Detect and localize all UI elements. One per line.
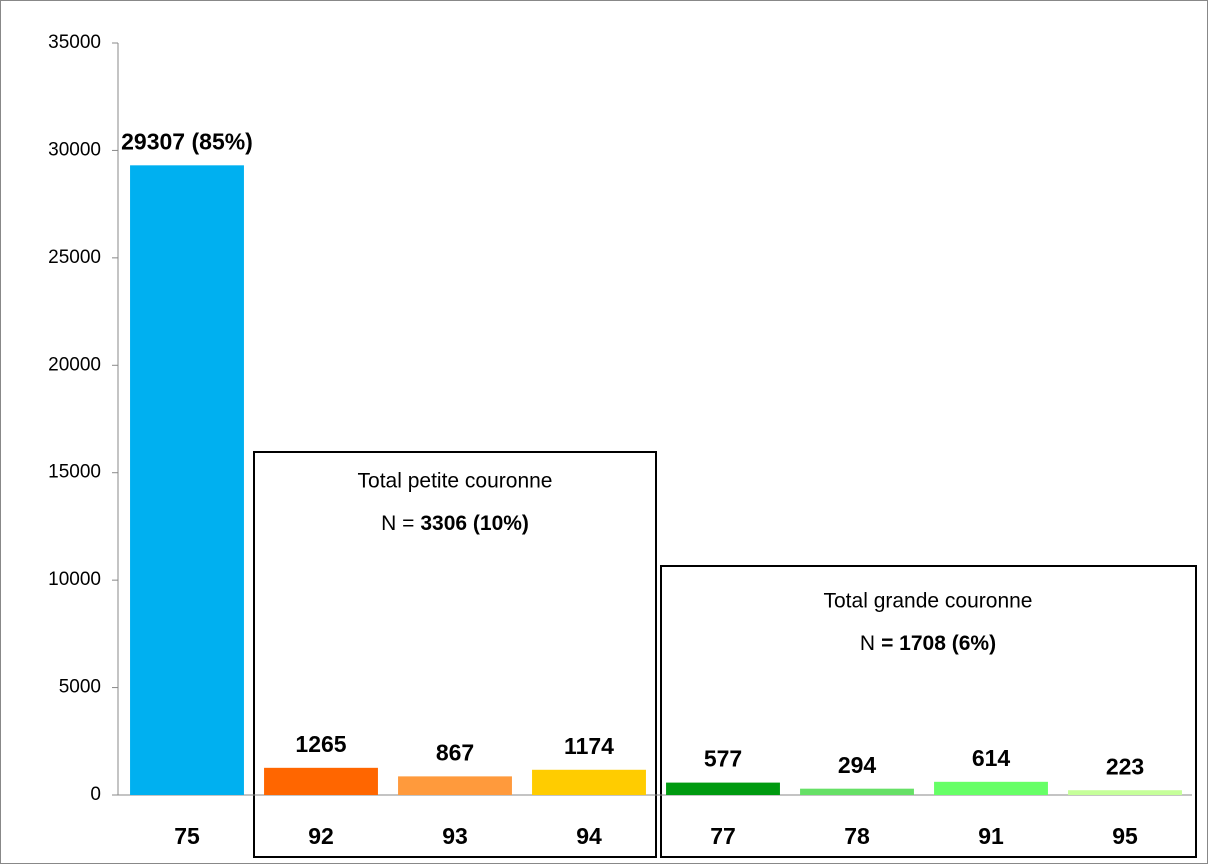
y-tick-label: 20000 [48, 354, 101, 375]
bar [800, 788, 914, 795]
data-label: 614 [972, 745, 1011, 771]
data-label: 1265 [295, 731, 346, 757]
bar [666, 782, 780, 795]
x-tick-label: 93 [442, 823, 468, 849]
y-tick-label: 35000 [48, 32, 101, 53]
group-box [253, 451, 657, 858]
bar [1068, 790, 1182, 795]
bar [398, 776, 512, 795]
y-tick-label: 30000 [48, 139, 101, 160]
group-box [660, 565, 1197, 858]
x-tick-label: 92 [308, 823, 334, 849]
y-tick-label: 10000 [48, 569, 101, 590]
annotation-value: 3306 (10%) [420, 512, 529, 535]
annotation-title: Total grande couronne [824, 590, 1033, 613]
annotation-total: N = 1708 (6%) [860, 632, 996, 655]
bar [264, 767, 378, 795]
x-tick-label: 91 [978, 823, 1004, 849]
y-tick-label: 0 [90, 784, 101, 805]
data-label: 294 [838, 752, 877, 778]
x-tick-label: 95 [1112, 823, 1138, 849]
annotation-total: N = 3306 (10%) [381, 512, 529, 535]
x-tick-label: 94 [576, 823, 602, 849]
annotation-title: Total petite couronne [358, 470, 553, 493]
bar [130, 165, 244, 795]
y-tick-label: 5000 [59, 677, 101, 698]
data-label: 867 [436, 739, 474, 765]
x-tick-label: 77 [710, 823, 736, 849]
annotation-prefix: N [860, 632, 875, 655]
data-label: 1174 [564, 733, 614, 759]
bar [532, 769, 646, 795]
annotation-prefix: N = [381, 512, 414, 535]
data-label: 223 [1106, 753, 1144, 779]
data-label: 577 [704, 746, 742, 772]
y-tick-label: 15000 [48, 462, 101, 483]
bar [934, 781, 1048, 795]
data-label: 29307 (85%) [121, 128, 253, 154]
x-tick-label: 78 [844, 823, 870, 849]
annotation-value: = 1708 (6%) [881, 632, 996, 655]
y-tick-label: 25000 [48, 247, 101, 268]
x-tick-label: 75 [174, 823, 200, 849]
